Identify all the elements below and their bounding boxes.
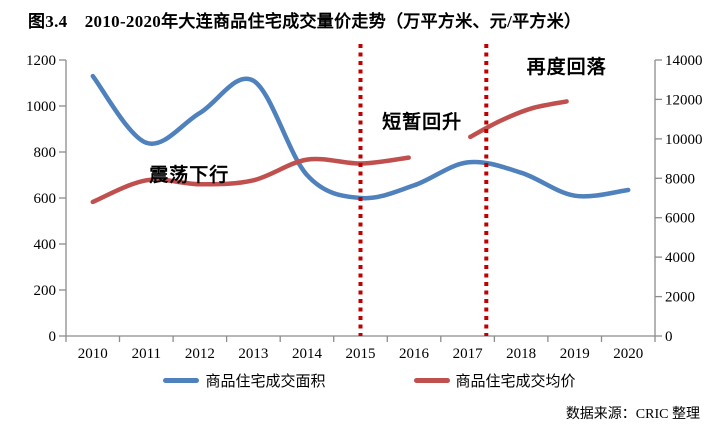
left-axis-tick-label: 600 (34, 191, 57, 207)
legend-label-area: 商品住宅成交面积 (205, 374, 326, 390)
x-axis-year-label: 2010 (78, 346, 108, 362)
phase-annotation-label: 震荡下行 (149, 163, 229, 186)
right-axis-tick-label: 2000 (665, 290, 695, 306)
x-axis-year-label: 2017 (453, 346, 484, 362)
price-series-swatch (413, 378, 450, 383)
legend-item-area: 商品住宅成交面积 (163, 370, 326, 391)
price-series-line (468, 99, 569, 140)
left-axis-tick-label: 800 (34, 145, 57, 161)
x-axis-year-label: 2018 (506, 346, 536, 362)
x-axis-year-label: 2015 (346, 346, 376, 362)
left-axis-tick-label: 0 (49, 329, 57, 345)
legend: 商品住宅成交面积 商品住宅成交均价 (0, 370, 723, 391)
legend-label-price: 商品住宅成交均价 (455, 374, 576, 390)
left-axis-tick-label: 400 (34, 237, 57, 253)
phase-annotation-label: 再度回落 (527, 55, 607, 78)
x-axis-year-label: 2020 (613, 346, 643, 362)
x-axis-year-label: 2013 (238, 346, 268, 362)
chart-title: 图3.4 2010-2020年大连商品住宅成交量价走势（万平方米、元/平方米） (28, 12, 582, 31)
x-axis-year-label: 2016 (399, 346, 430, 362)
x-axis-year-label: 2011 (132, 346, 161, 362)
area-series-line (90, 73, 631, 201)
right-axis-tick-label: 0 (665, 329, 673, 345)
right-axis-tick-label: 4000 (665, 250, 695, 266)
data-source-note: 数据来源：CRIC 整理 (565, 407, 700, 422)
right-axis-tick-label: 6000 (665, 211, 695, 227)
right-axis-tick-label: 8000 (665, 171, 695, 187)
left-axis-tick-label: 200 (34, 283, 57, 299)
x-axis-year-label: 2012 (185, 346, 215, 362)
left-axis-tick-label: 1200 (26, 53, 56, 69)
phase-annotation-label: 短暂回升 (382, 110, 462, 133)
right-axis-tick-label: 10000 (665, 132, 703, 148)
x-axis-year-label: 2019 (560, 346, 590, 362)
legend-item-price: 商品住宅成交均价 (413, 370, 576, 391)
right-axis-tick-label: 14000 (665, 53, 703, 69)
right-axis-tick-label: 12000 (665, 92, 703, 108)
left-axis-tick-label: 1000 (26, 99, 56, 115)
x-axis-year-label: 2014 (292, 346, 323, 362)
area-series-swatch (163, 378, 200, 383)
